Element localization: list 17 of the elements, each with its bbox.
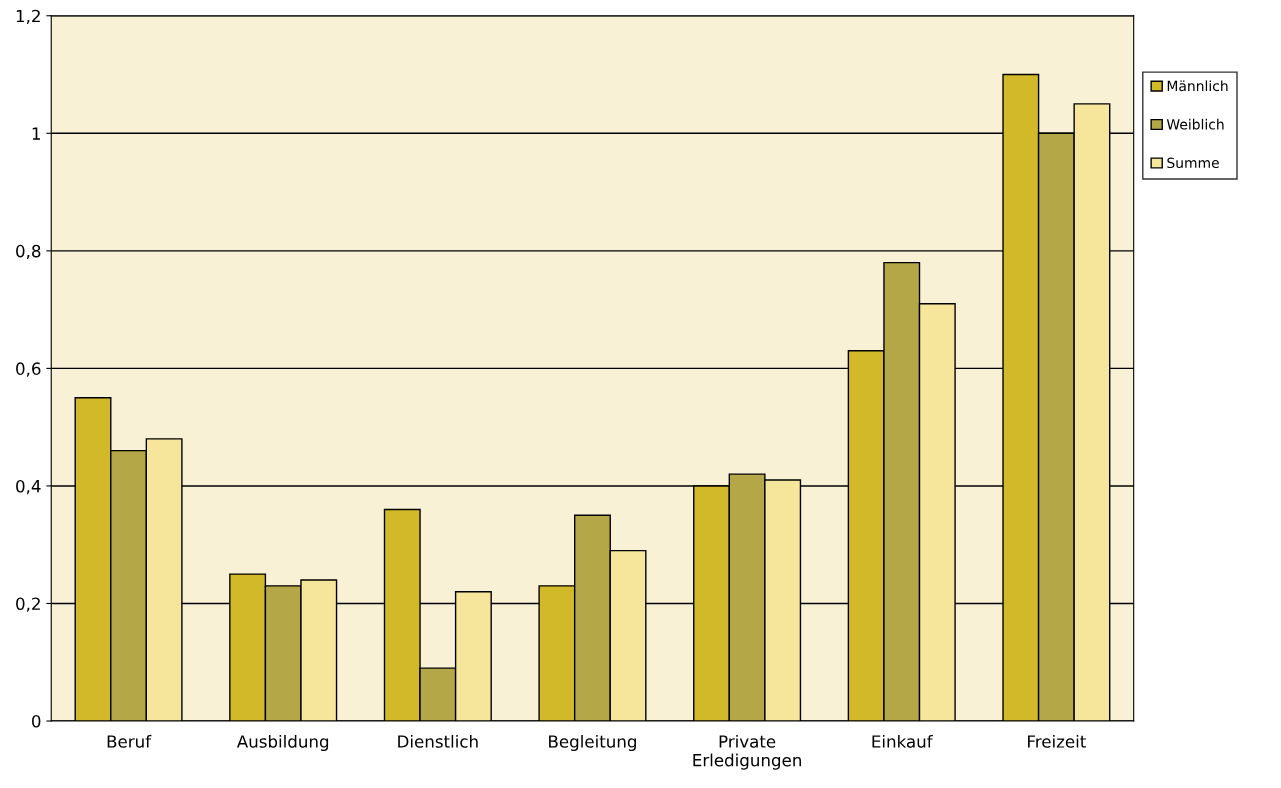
x-tick-label: Einkauf: [872, 734, 933, 748]
x-tick-label: Freizeit: [1028, 734, 1086, 748]
y-tick-label: 0,4: [16, 479, 41, 495]
y-tick-label: 0,8: [16, 244, 41, 260]
y-tick-label: 1: [32, 127, 40, 140]
legend-label: Weiblich: [1166, 118, 1224, 130]
y-tick-label: 1,2: [16, 9, 40, 25]
x-tick-label: Ausbildung: [236, 734, 329, 752]
y-tick-label: 0: [32, 714, 41, 728]
x-tick-label: Beruf: [107, 734, 152, 748]
x-tick-label: Dienstlich: [398, 734, 478, 748]
x-tick-label: Private Erledigungen: [693, 734, 801, 770]
legend-label: Männlich: [1167, 80, 1228, 92]
y-tick-label: 0,2: [16, 597, 40, 612]
y-tick-label: 0,6: [16, 362, 41, 377]
x-tick-label: Begleitung: [549, 734, 636, 752]
legend-label: Summe: [1167, 157, 1219, 169]
